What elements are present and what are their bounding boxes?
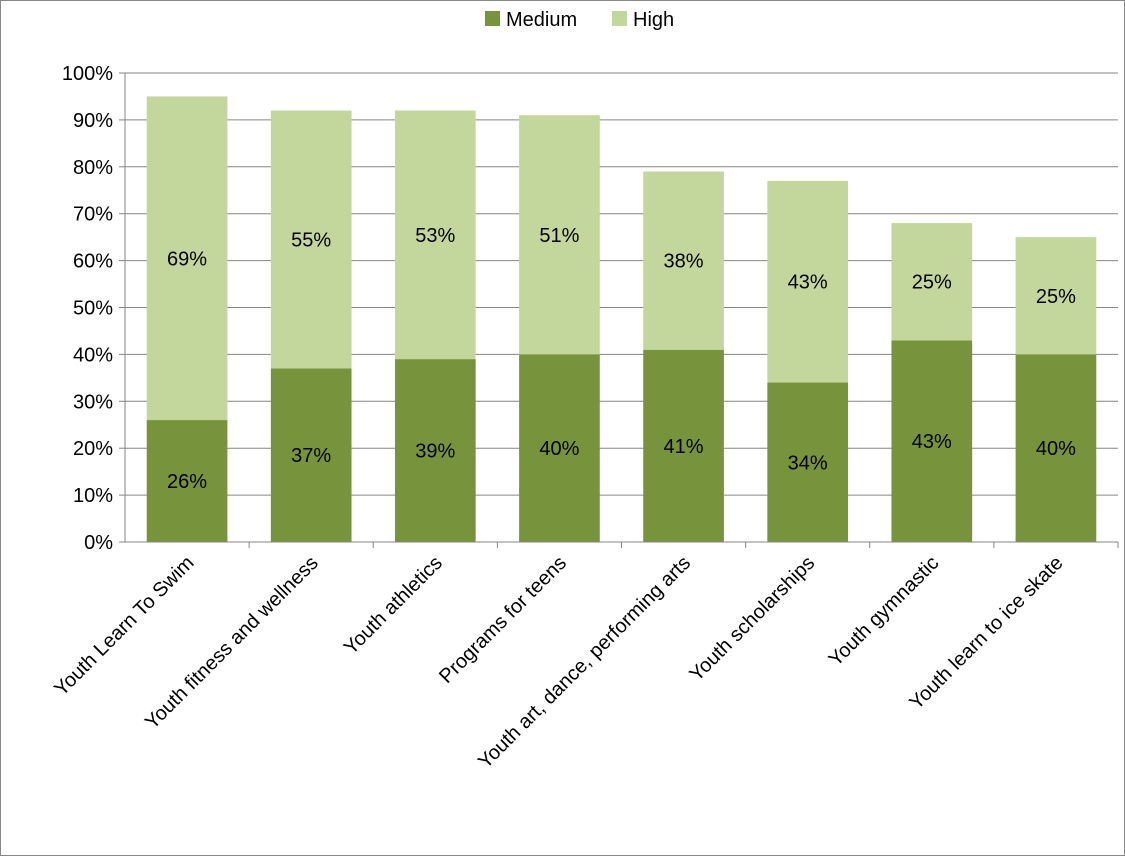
y-tick-label: 100% — [62, 63, 113, 85]
y-tick-label: 30% — [73, 391, 113, 413]
y-tick-label: 80% — [73, 157, 113, 179]
data-label-high-6: 25% — [912, 272, 952, 294]
data-label-high-7: 25% — [1036, 286, 1076, 308]
bar-high-7 — [1015, 237, 1097, 355]
x-tick-label: Youth athletics — [340, 552, 447, 659]
bar-high-0 — [146, 96, 228, 421]
bar-medium-2 — [394, 359, 476, 542]
y-axis-ticks: 0% 10% 20% 30% 40% 50% 60% 70% 80% 90% 100% — [62, 63, 125, 554]
y-tick-label: 60% — [73, 251, 113, 273]
bar-high-4 — [643, 171, 724, 350]
y-tick-label: 70% — [73, 204, 113, 226]
y-tick-label: 50% — [73, 298, 113, 320]
bar-medium-1 — [270, 368, 352, 542]
y-tick-label: 20% — [73, 438, 113, 460]
x-tick-label: Youth Learn To Swim — [50, 552, 198, 700]
bar-medium-5 — [767, 382, 849, 542]
data-label-medium-0: 26% — [167, 471, 207, 493]
legend-swatch-high — [612, 11, 627, 26]
y-tick-label: 90% — [73, 110, 113, 132]
legend-label-high: High — [633, 9, 674, 31]
data-label-high-5: 43% — [788, 272, 828, 294]
bar-high-3 — [519, 115, 600, 355]
bar-high-1 — [270, 110, 352, 369]
data-label-high-4: 38% — [664, 251, 704, 273]
data-label-high-3: 51% — [539, 225, 579, 247]
bars — [146, 96, 1097, 542]
bar-medium-6 — [891, 340, 973, 542]
y-tick-label: 0% — [84, 532, 113, 554]
legend-label-medium: Medium — [506, 9, 577, 31]
bar-medium-4 — [643, 349, 724, 542]
data-label-medium-4: 41% — [664, 436, 704, 458]
x-tick-label: Youth scholarships — [685, 552, 819, 686]
x-tick-label: Youth art, dance, performing arts — [474, 552, 695, 773]
legend-swatch-medium — [485, 11, 500, 26]
data-label-medium-3: 40% — [539, 438, 579, 460]
y-tick-label: 10% — [73, 485, 113, 507]
value-labels: 26% 69% 37% 55% 39% 53% 40% 51% 41% 38% 34% 43% 43% 2… — [167, 225, 1076, 493]
data-label-high-0: 69% — [167, 248, 207, 270]
data-label-high-2: 53% — [415, 225, 455, 247]
bar-high-5 — [767, 180, 849, 383]
data-label-high-1: 55% — [291, 229, 331, 251]
data-label-medium-1: 37% — [291, 445, 331, 467]
data-label-medium-6: 43% — [912, 431, 952, 453]
data-label-medium-2: 39% — [415, 441, 455, 463]
y-tick-label: 40% — [73, 344, 113, 366]
x-tick-label: Youth gymnastic — [825, 552, 944, 671]
x-tick-label: Programs for teens — [435, 552, 571, 688]
data-label-medium-7: 40% — [1036, 438, 1076, 460]
bar-high-6 — [891, 223, 973, 341]
legend: Medium High — [485, 9, 674, 31]
bar-high-2 — [394, 110, 476, 360]
bar-medium-7 — [1015, 354, 1097, 542]
data-label-medium-5: 34% — [788, 452, 828, 474]
bar-medium-0 — [146, 420, 228, 542]
bar-medium-3 — [519, 354, 600, 542]
